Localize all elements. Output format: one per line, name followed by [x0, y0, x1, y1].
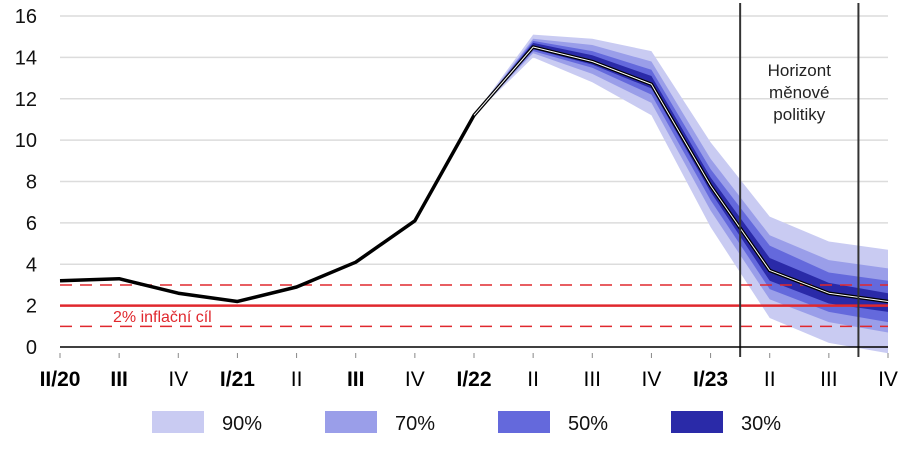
x-tick-label: II/20	[40, 368, 81, 391]
x-tick-label: III	[820, 368, 838, 391]
x-tick-label: III	[584, 368, 602, 391]
inflation-line-path	[60, 47, 888, 301]
horizon-label: měnové	[769, 83, 829, 102]
y-tick-label: 10	[15, 130, 37, 152]
legend-label: 30%	[741, 413, 781, 435]
y-tick-label: 0	[26, 337, 37, 359]
horizon-label: politiky	[773, 105, 825, 124]
x-tick-label: IV	[642, 368, 662, 391]
x-tick-label: II	[764, 368, 776, 391]
target-label: 2% inflační cíl	[113, 309, 212, 326]
inflation-line	[60, 47, 888, 302]
x-tick-label: I/23	[693, 368, 728, 391]
y-tick-label: 14	[15, 47, 37, 69]
legend-label: 50%	[568, 413, 608, 435]
y-tick-label: 2	[26, 296, 37, 318]
x-tick-label: I/22	[456, 368, 491, 391]
legend-swatch	[671, 411, 723, 433]
y-axis-ticks: 0 2 4 6 8 10 12 14 16	[15, 6, 37, 359]
legend-swatch	[325, 411, 377, 433]
legend-label: 70%	[395, 413, 435, 435]
x-tick-label: III	[347, 368, 365, 391]
y-tick-label: 8	[26, 172, 37, 194]
y-tick-label: 4	[26, 254, 37, 276]
legend-swatch	[152, 411, 204, 433]
legend-label: 90%	[222, 413, 262, 435]
legend: 90% 70% 50% 30%	[152, 411, 781, 435]
x-tick-label: III	[110, 368, 128, 391]
y-tick-label: 6	[26, 213, 37, 235]
x-tick-label: IV	[878, 368, 898, 391]
y-tick-label: 12	[15, 89, 37, 111]
x-tick-label: II	[527, 368, 539, 391]
horizon-label: Horizont	[768, 61, 832, 80]
x-tick-label: II	[291, 368, 303, 391]
x-tick-label: IV	[168, 368, 188, 391]
legend-swatch	[498, 411, 550, 433]
y-tick-label: 16	[15, 6, 37, 28]
x-tick-label: I/21	[220, 368, 255, 391]
x-tick-label: IV	[405, 368, 425, 391]
